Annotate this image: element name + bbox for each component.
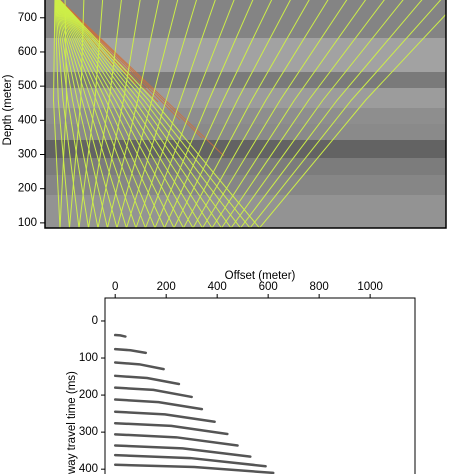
ray [55,0,118,228]
travel-time-curve [113,361,165,371]
travel-time-curve [113,333,127,338]
ray [57,0,213,228]
ray [126,0,198,228]
ray [154,0,254,228]
layer [45,140,446,158]
ray [54,0,70,228]
ray [58,0,260,228]
ray [55,0,127,228]
ray [88,0,122,228]
layer [45,124,446,140]
ray [58,0,222,228]
ray [107,0,160,228]
y-tick-label: 400 [79,463,98,474]
travel-time-curve [113,410,216,424]
ray [249,0,442,228]
ray [78,0,104,228]
frame [104,297,416,474]
y-tick-label: 400 [18,114,37,126]
x-tick-label: 200 [157,281,176,293]
ray [57,0,175,228]
frame [44,0,447,229]
y-tick-label: 100 [79,352,98,364]
ray [259,13,446,228]
ray [56,0,146,228]
y-axis-title: way travel time (ms) [66,371,78,474]
ray [56,0,165,228]
ray [55,0,89,228]
y-tick-label: 300 [79,426,98,438]
ray [58,0,232,228]
ray [58,0,241,228]
y-tick-label: 200 [79,389,98,401]
travel-time-curve [113,453,267,468]
x-tick-label: 0 [112,281,118,293]
y-tick-label: 200 [18,183,37,195]
ray [57,0,203,228]
travel-time-curve [113,421,229,436]
travel-time-curve [113,386,193,399]
layer [45,0,446,38]
y-tick-label: 500 [18,80,37,92]
ray [221,0,385,228]
layer [45,108,446,124]
ray [55,0,99,228]
ray [135,0,216,228]
ray [202,0,348,228]
y-tick-label: 100 [18,217,37,229]
ray [56,0,156,228]
ray [240,0,423,228]
travel-time-curve [113,374,181,386]
ray [173,0,291,228]
ray [230,0,404,228]
travel-time-curve [113,433,239,447]
rays [52,0,446,228]
y-tick-label: 600 [18,46,37,58]
ray [183,0,310,228]
travel-time-curve [113,444,252,458]
ray [52,0,61,228]
x-tick-label: 1000 [357,281,383,293]
x-tick-label: 400 [208,281,227,293]
ray [145,0,235,228]
ray [57,0,194,228]
ray [58,0,251,228]
y-tick-label: 700 [18,12,37,24]
y-tick-label: 0 [92,315,98,327]
travel-time-curve [113,347,148,355]
y-axis-title: Depth (meter) [2,74,14,145]
ray [192,0,329,228]
layer [45,88,446,108]
ray [56,0,137,228]
ray [97,0,141,228]
y-tick-label: 300 [18,149,37,161]
ray [54,0,80,228]
x-tick-label: 800 [310,281,329,293]
layer [45,72,446,88]
layer [45,175,446,195]
ray-panel: 100 200 300 400 500 600 700 Depth (meter) [2,0,447,229]
travel-time-curve [113,398,204,411]
x-axis-title: Offset (meter) [225,270,296,282]
ray [211,0,367,228]
ray [57,0,184,228]
travel-time-curve [113,463,275,474]
ray [55,0,108,228]
x-tick-label: 600 [259,281,278,293]
